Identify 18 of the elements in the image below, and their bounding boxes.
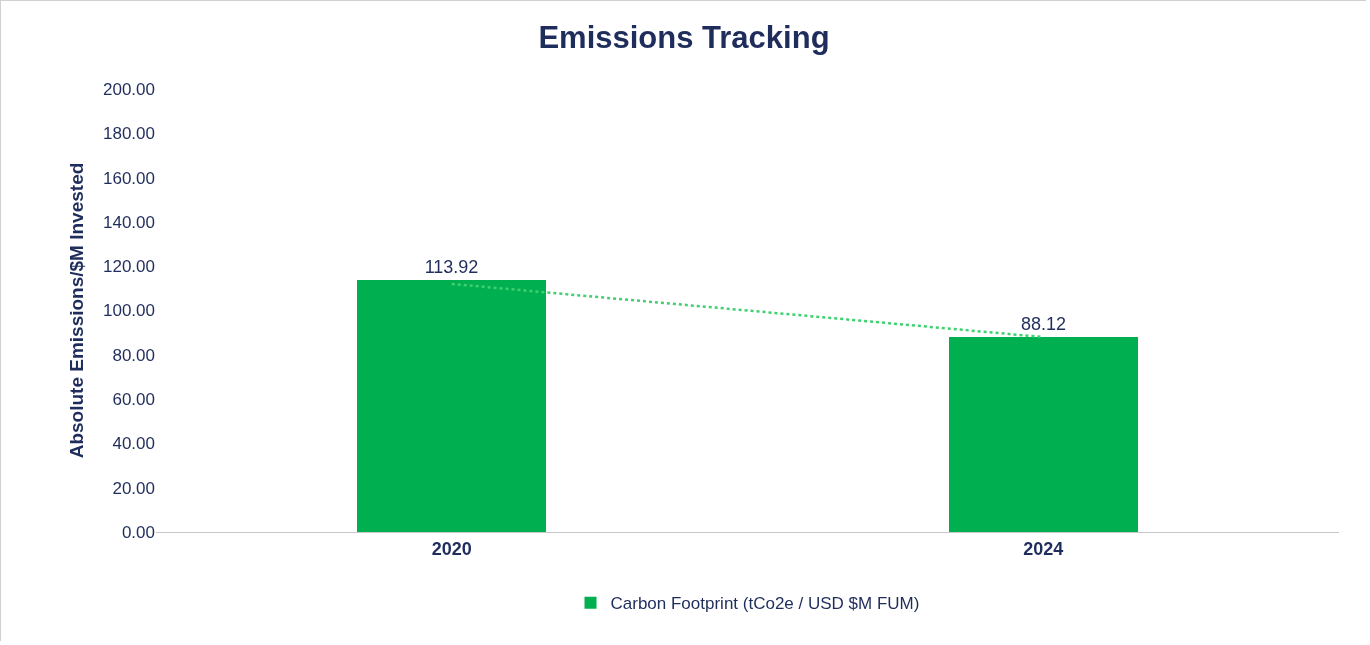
y-tick-label: 80.00 [112, 345, 155, 365]
y-axis-title: Absolute Emissions/$M Invested [65, 162, 87, 459]
y-tick-label: 120.00 [103, 257, 155, 277]
y-tick-label: 100.00 [103, 301, 155, 321]
x-tick-label: 2024 [1023, 538, 1064, 559]
y-tick-label: 140.00 [103, 212, 155, 232]
data-label: 88.12 [1020, 314, 1067, 334]
y-tick-label: 180.00 [103, 124, 155, 144]
y-tick-label: 160.00 [103, 168, 155, 188]
x-tick-label: 2020 [431, 538, 472, 559]
y-tick-label: 60.00 [112, 390, 155, 410]
legend-label: Carbon Footprint (tCo2e / USD $M FUM) [610, 594, 920, 614]
data-label: 113.92 [424, 257, 479, 277]
y-tick-label: 40.00 [112, 434, 155, 454]
y-tick-label: 200.00 [103, 79, 155, 99]
y-tick-label: 0.00 [121, 522, 155, 542]
y-tick-label: 20.00 [112, 478, 155, 498]
chart-title: Emissions Tracking [538, 20, 830, 56]
